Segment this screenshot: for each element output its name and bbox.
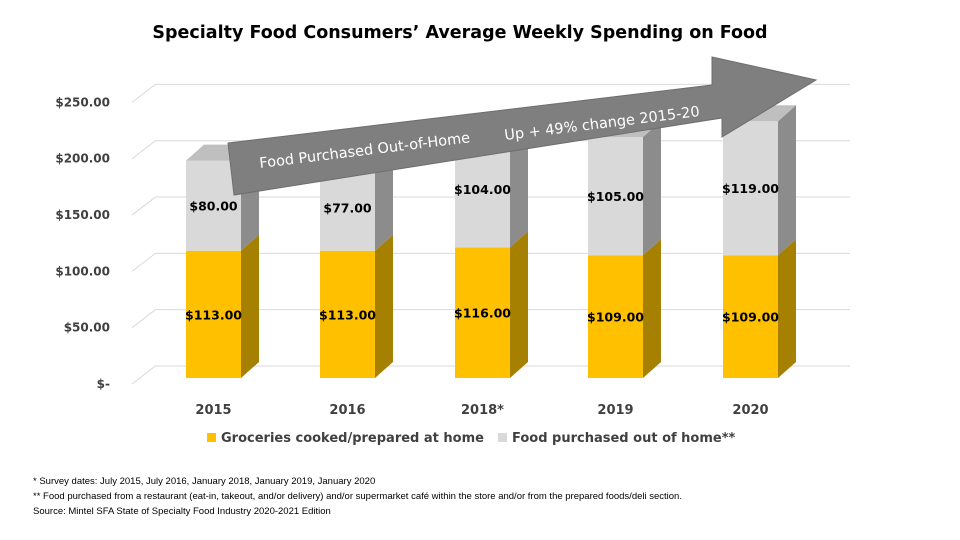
data-label: $109.00 xyxy=(722,310,779,325)
x-tick-label: 2020 xyxy=(732,403,768,418)
data-label: $113.00 xyxy=(319,307,376,322)
data-label: $104.00 xyxy=(454,182,511,197)
footnotes: * Survey dates: July 2015, July 2016, Ja… xyxy=(33,474,682,519)
bar-segment xyxy=(723,255,778,378)
bar-segment xyxy=(723,121,778,256)
x-tick-label: 2018* xyxy=(461,403,504,418)
data-label: $109.00 xyxy=(587,310,644,325)
footnote-out-of-home: ** Food purchased from a restaurant (eat… xyxy=(33,491,682,502)
bar-side xyxy=(643,120,661,256)
data-label: $119.00 xyxy=(722,181,779,196)
footnote-source: Source: Mintel SFA State of Specialty Fo… xyxy=(33,506,331,517)
y-tick-label: $150.00 xyxy=(55,208,110,222)
bar-side xyxy=(510,231,528,378)
y-tick-label: $100.00 xyxy=(55,264,110,278)
bar-side xyxy=(241,234,259,378)
data-label: $113.00 xyxy=(185,307,242,322)
data-label: $116.00 xyxy=(454,306,511,321)
data-label: $77.00 xyxy=(323,200,372,215)
bar-side xyxy=(643,239,661,378)
y-tick-label: $250.00 xyxy=(55,95,110,109)
y-tick-label: $200.00 xyxy=(55,152,110,166)
legend-label: Food purchased out of home** xyxy=(512,431,736,446)
bar-side xyxy=(375,147,393,251)
bar-segment xyxy=(455,247,510,378)
x-tick-label: 2016 xyxy=(329,403,365,418)
y-tick-label: $- xyxy=(97,377,110,391)
legend-swatch xyxy=(498,433,507,442)
y-tick-label: $50.00 xyxy=(64,321,110,335)
chart-title: Specialty Food Consumers’ Average Weekly… xyxy=(152,23,767,43)
bar-segment xyxy=(186,250,241,378)
bar-segment xyxy=(320,250,375,378)
bar-side xyxy=(778,239,796,378)
data-label: $105.00 xyxy=(587,189,644,204)
bar-segment xyxy=(588,136,643,256)
bar-segment xyxy=(588,255,643,378)
legend-swatch xyxy=(207,433,216,442)
bar-side xyxy=(375,234,393,378)
footnote-survey-dates: * Survey dates: July 2015, July 2016, Ja… xyxy=(33,476,376,487)
data-label: $80.00 xyxy=(189,199,238,214)
trend-arrow xyxy=(227,56,818,196)
bar-side xyxy=(778,105,796,256)
stacked-bar-chart: Specialty Food Consumers’ Average Weekly… xyxy=(55,23,850,446)
gridline xyxy=(131,83,850,103)
x-tick-label: 2015 xyxy=(195,403,231,418)
legend-label: Groceries cooked/prepared at home xyxy=(221,431,484,446)
x-tick-label: 2019 xyxy=(597,403,633,418)
